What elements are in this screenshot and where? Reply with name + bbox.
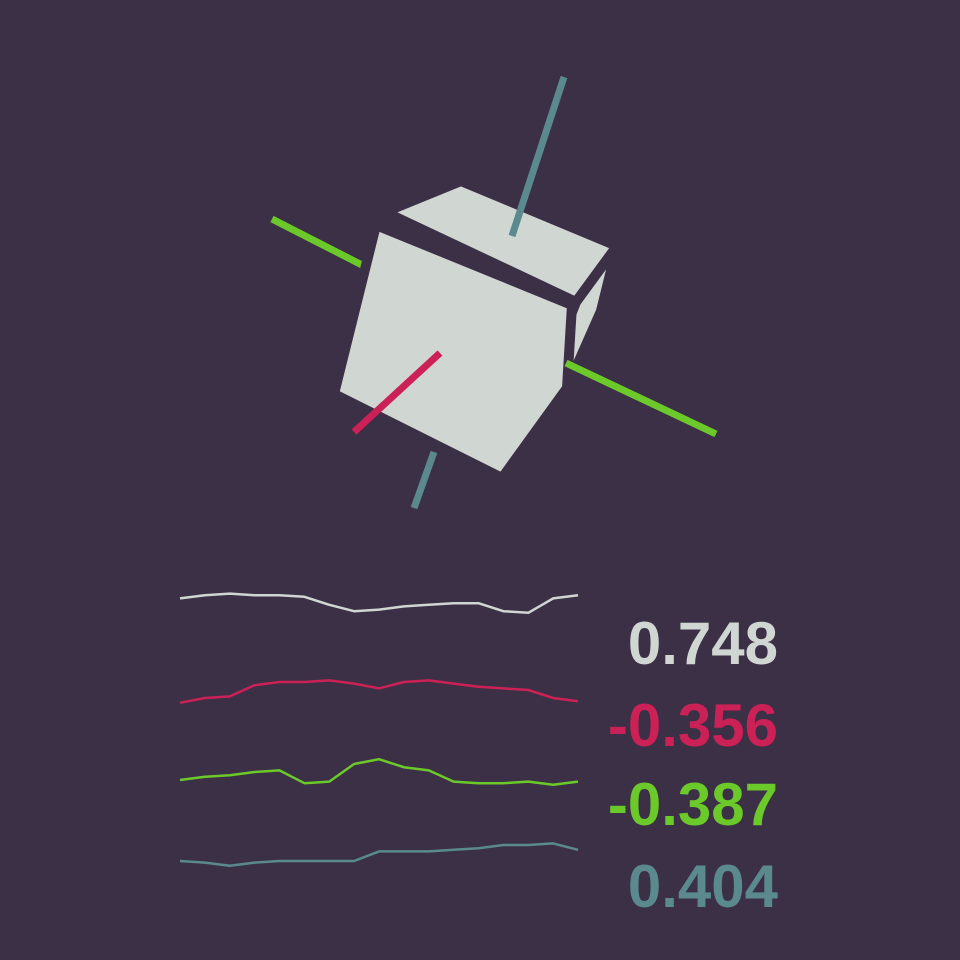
x-readout: -0.356 <box>607 692 778 759</box>
z-trace <box>179 842 579 868</box>
rotated-cube <box>328 175 625 485</box>
component-traces <box>179 592 579 868</box>
y-trace <box>179 757 579 787</box>
cube-front-face <box>328 218 578 485</box>
y-axis-back <box>270 215 364 269</box>
x-axis-front <box>351 350 443 435</box>
w-trace <box>179 592 579 615</box>
y-axis-front <box>564 359 718 438</box>
w-readout: 0.748 <box>627 610 778 677</box>
z-axis-front <box>508 75 568 238</box>
z-axis-back <box>410 450 438 510</box>
x-trace <box>179 679 579 705</box>
z-readout: 0.404 <box>627 853 778 920</box>
y-readout: -0.387 <box>607 771 778 838</box>
